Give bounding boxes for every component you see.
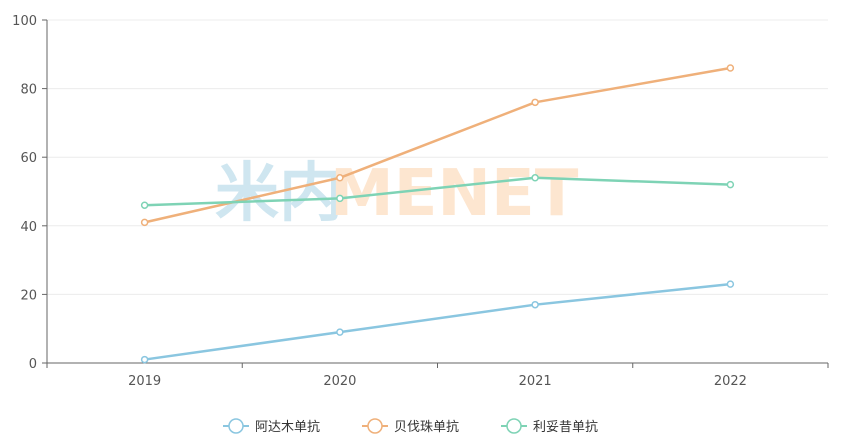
legend-circle-icon (228, 418, 244, 434)
series-group (140, 64, 735, 227)
series-line (144, 176, 731, 207)
data-point[interactable] (140, 355, 149, 364)
x-tick-label: 2022 (714, 374, 747, 389)
data-point[interactable] (336, 194, 344, 203)
series-group (140, 174, 735, 209)
legend-label: 贝伐珠单抗 (394, 420, 459, 435)
data-point[interactable] (726, 64, 735, 72)
data-point[interactable] (726, 180, 735, 189)
y-tick-label: 40 (20, 220, 37, 235)
axis-layer: 0 20 40 60 80 100 2019 2020 2021 2022 (12, 14, 829, 389)
legend-item[interactable]: 贝伐珠单抗 (362, 418, 459, 435)
y-tick-label: 80 (20, 83, 37, 98)
x-tick-label: 2019 (128, 374, 161, 389)
y-tick-label: 100 (12, 14, 37, 29)
data-point[interactable] (531, 300, 539, 309)
legend-label: 利妥昔单抗 (533, 420, 598, 435)
y-tick-label: 20 (20, 288, 37, 303)
legend-item[interactable]: 利妥昔单抗 (501, 418, 598, 435)
legend-circle-icon (506, 418, 522, 434)
series-layer (140, 64, 735, 364)
legend-label: 阿达木单抗 (255, 420, 320, 435)
series-line (144, 282, 731, 361)
data-point[interactable] (336, 328, 344, 336)
x-tick-label: 2021 (519, 374, 552, 389)
data-point[interactable] (140, 218, 149, 227)
legend-item[interactable]: 阿达木单抗 (223, 418, 320, 435)
y-tick-label: 60 (20, 151, 37, 166)
grid-layer (47, 19, 828, 295)
data-point[interactable] (531, 98, 539, 107)
data-point[interactable] (531, 174, 539, 182)
data-point[interactable] (140, 201, 149, 209)
legend-circle-icon (367, 418, 383, 434)
series-group (140, 280, 735, 364)
y-tick-label: 0 (29, 357, 37, 372)
x-tick-label: 2020 (323, 374, 356, 389)
data-point[interactable] (336, 174, 344, 182)
watermark-text-left: 米内 (215, 157, 343, 231)
series-line (144, 66, 731, 224)
data-point[interactable] (726, 280, 735, 288)
legend[interactable]: 阿达木单抗 贝伐珠单抗 利妥昔单抗 (223, 418, 598, 435)
